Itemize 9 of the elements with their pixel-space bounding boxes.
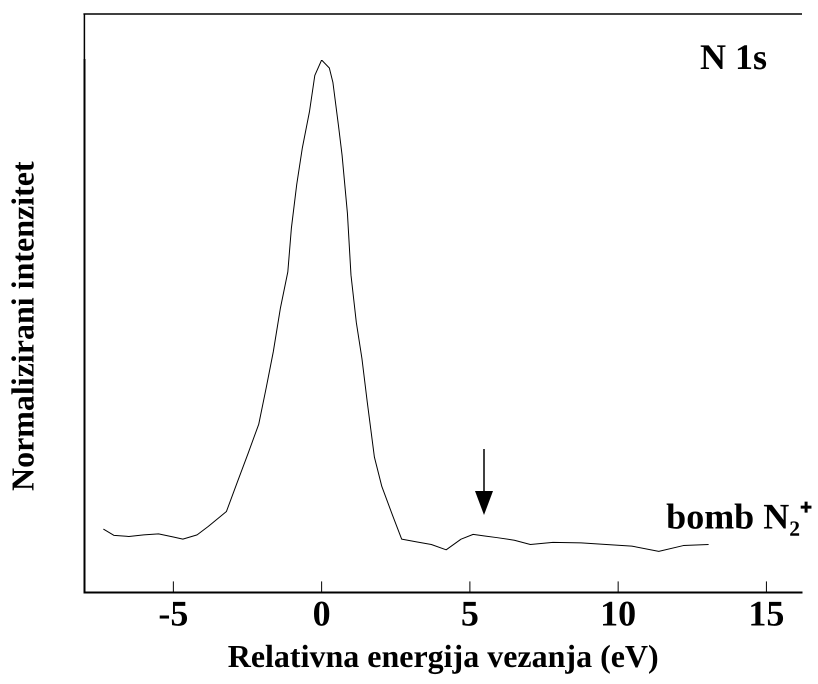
y-axis-title: Normalizirani intenzitet	[4, 161, 40, 492]
x-tick-label: 5	[460, 593, 479, 634]
x-tick-label: 0	[312, 593, 331, 634]
x-tick-label: -5	[158, 593, 188, 634]
annotation: bomb N₂⁺	[666, 496, 812, 537]
x-axis-title: Relativna energija vezanja (eV)	[228, 638, 659, 676]
x-tick-label: 10	[600, 593, 636, 634]
annotation: N 1s	[700, 37, 767, 77]
x-tick-label: 15	[748, 593, 784, 634]
